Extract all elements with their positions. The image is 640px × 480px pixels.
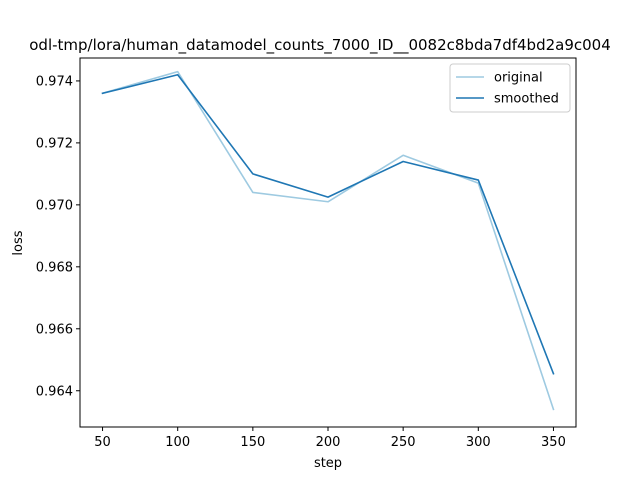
x-axis-title: step	[314, 456, 342, 471]
legend-label-original: original	[494, 71, 543, 86]
x-tick-label: 350	[541, 435, 566, 450]
y-tick-label: 0.968	[36, 260, 73, 275]
y-tick-label: 0.970	[36, 198, 73, 213]
x-tick-label: 300	[466, 435, 491, 450]
x-tick-label: 50	[94, 435, 111, 450]
series-line-original	[101, 70, 555, 411]
y-axis: 0.964 0.966 0.968 0.970 0.972 0.974	[36, 74, 80, 399]
legend: original smoothed	[449, 63, 571, 113]
plot-lines	[101, 70, 555, 411]
series-line-smoothed	[101, 73, 555, 375]
x-tick-label: 200	[316, 435, 341, 450]
legend-label-smoothed: smoothed	[494, 92, 559, 107]
y-tick-label: 0.966	[36, 322, 73, 337]
x-tick-label: 150	[240, 435, 265, 450]
y-tick-label: 0.964	[36, 384, 73, 399]
x-tick-label: 250	[391, 435, 416, 450]
chart-title: odl-tmp/lora/human_datamodel_counts_7000…	[29, 36, 611, 55]
legend-box	[449, 63, 571, 113]
y-axis-title: loss	[11, 230, 26, 255]
x-tick-label: 100	[165, 435, 190, 450]
y-tick-label: 0.974	[36, 74, 73, 89]
y-tick-label: 0.972	[36, 136, 73, 151]
x-axis: 50 100 150 200 250 300 350	[94, 427, 566, 450]
